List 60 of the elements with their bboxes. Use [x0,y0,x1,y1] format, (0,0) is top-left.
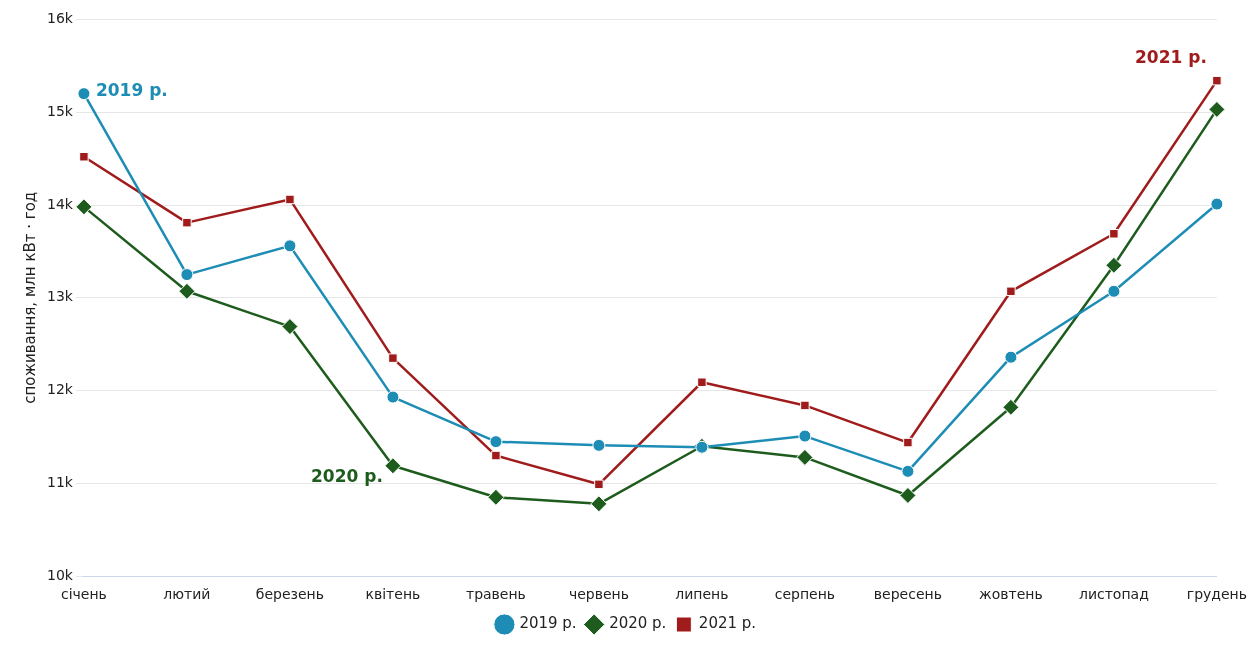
y-tick-label: 15k [47,102,74,119]
point [75,198,93,216]
point [180,268,194,282]
point [798,429,812,443]
x-tick-label: лютий [163,586,211,603]
point [178,282,196,300]
point [1208,100,1226,118]
point [1002,398,1020,416]
point [1109,229,1119,239]
point [386,390,400,404]
x-tick-label: травень [465,586,526,603]
annotation: 2019 р. [95,80,168,101]
point [491,450,501,461]
legend-label: 2020 р. [609,614,667,633]
y-tick-label: 11k [47,474,74,491]
point [77,87,91,101]
x-tick-label: грудень [1186,586,1247,603]
x-tick-label: березень [255,586,325,603]
y-tick-label: 10k [47,566,74,583]
point [1006,286,1016,297]
y-tick-label: 12k [47,381,74,398]
x-tick-label: липень [675,586,729,603]
point [796,448,814,466]
point [285,194,295,205]
point [903,437,913,448]
x-tick-label: жовтень [979,586,1043,603]
legend-label: 2019 р. [519,614,577,633]
x-tick-label: листопад [1078,586,1149,603]
annotation: 2020 р. [311,466,383,487]
point [1107,284,1121,298]
x-tick-label: вересень [873,586,942,603]
y-tick-label: 14k [47,195,74,212]
legend-label: 2021 р. [698,614,757,633]
x-tick-label: червень [568,586,629,603]
x-tick-label: квітень [365,586,421,603]
point [1105,256,1123,274]
point [281,318,299,336]
point [901,464,915,478]
y-tick-label: 16k [47,10,74,27]
point [592,438,606,452]
point [899,486,917,504]
point [590,495,608,513]
point [489,435,503,449]
x-tick-label: серпень [774,586,836,603]
x-tick-label: січень [60,586,107,603]
point [283,239,297,253]
y-axis-title: споживання, млн кВт · год [20,191,39,404]
point [800,400,810,411]
point [79,152,89,162]
point [384,457,402,475]
point [487,488,505,506]
point [1210,197,1224,211]
point [1212,75,1222,86]
point [182,217,192,228]
y-tick-label: 13k [47,288,74,305]
annotation: 2021 р. [1135,47,1207,68]
point [594,479,604,490]
point [697,377,707,387]
point [1004,350,1018,364]
point [388,353,398,363]
